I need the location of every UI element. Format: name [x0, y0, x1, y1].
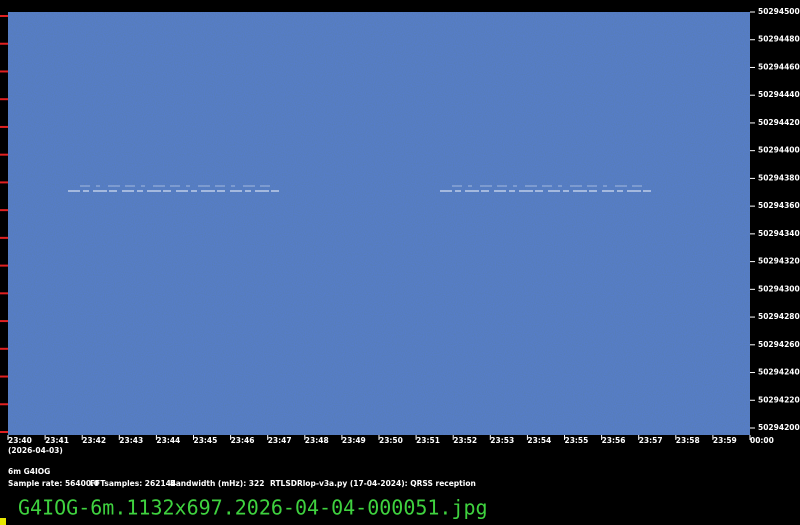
annotation: Bandwidth (mHz): 322 — [170, 479, 264, 488]
noise — [8, 12, 750, 435]
x-tick-label: 23:42 — [82, 436, 106, 445]
y-tick-label: 50294220 — [758, 395, 800, 404]
y-tick-label: 50294440 — [758, 90, 800, 99]
x-tick-label: 23:46 — [231, 436, 255, 445]
y-tick-label: 50294380 — [758, 173, 800, 182]
x-tick-label: 00:00 — [750, 436, 774, 445]
title: 6m G4IOG — [8, 467, 50, 476]
y-tick-label: 50294280 — [758, 312, 800, 321]
x-tick-label: 23:52 — [453, 436, 477, 445]
x-tick-label: 23:47 — [268, 436, 292, 445]
x-tick-label: 23:53 — [490, 436, 514, 445]
y-tick-label: 50294300 — [758, 284, 800, 293]
y-tick-label: 50294240 — [758, 368, 800, 377]
y-tick-label: 50294260 — [758, 340, 800, 349]
filename: G4IOG-6m.1132x697.2026-04-04-000051.jpg — [18, 496, 488, 520]
y-tick-label: 50294320 — [758, 257, 800, 266]
x-tick-label: 23:55 — [565, 436, 589, 445]
y-tick-label: 50294460 — [758, 62, 800, 71]
x-tick-label: 23:45 — [194, 436, 218, 445]
x-tick-label: 23:41 — [45, 436, 69, 445]
x-tick-label: 23:49 — [342, 436, 366, 445]
annotation: Sample rate: 56400.0 — [8, 479, 99, 488]
y-tick-label: 50294340 — [758, 229, 800, 238]
x-tick-label: 23:44 — [156, 436, 180, 445]
x-tick-label: 23:54 — [527, 436, 551, 445]
y-tick-label: 50294400 — [758, 146, 800, 155]
annotation: FFTsamples: 262144 — [90, 479, 176, 488]
y-tick-label: 50294420 — [758, 118, 800, 127]
marker — [0, 518, 6, 525]
x-tick-label: 23:59 — [713, 436, 737, 445]
x-tick-label: 23:48 — [305, 436, 329, 445]
annotation: RTLSDRlop-v3a.py (17-04-2024): QRSS rece… — [270, 479, 476, 488]
date-label: (2026-04-03) — [8, 446, 63, 455]
x-tick-label: 23:40 — [8, 436, 32, 445]
signal-trace — [68, 185, 655, 192]
x-tick-label: 23:50 — [379, 436, 403, 445]
y-tick-label: 50294200 — [758, 423, 800, 432]
x-tick-label: 23:57 — [639, 436, 663, 445]
y-tick-label: 50294480 — [758, 35, 800, 44]
y-tick-label: 50294360 — [758, 201, 800, 210]
x-tick-label: 23:56 — [602, 436, 626, 445]
x-tick-label: 23:51 — [416, 436, 440, 445]
x-tick-label: 23:43 — [119, 436, 143, 445]
y-tick-label: 50294500 — [758, 7, 800, 16]
x-tick-label: 23:58 — [676, 436, 700, 445]
